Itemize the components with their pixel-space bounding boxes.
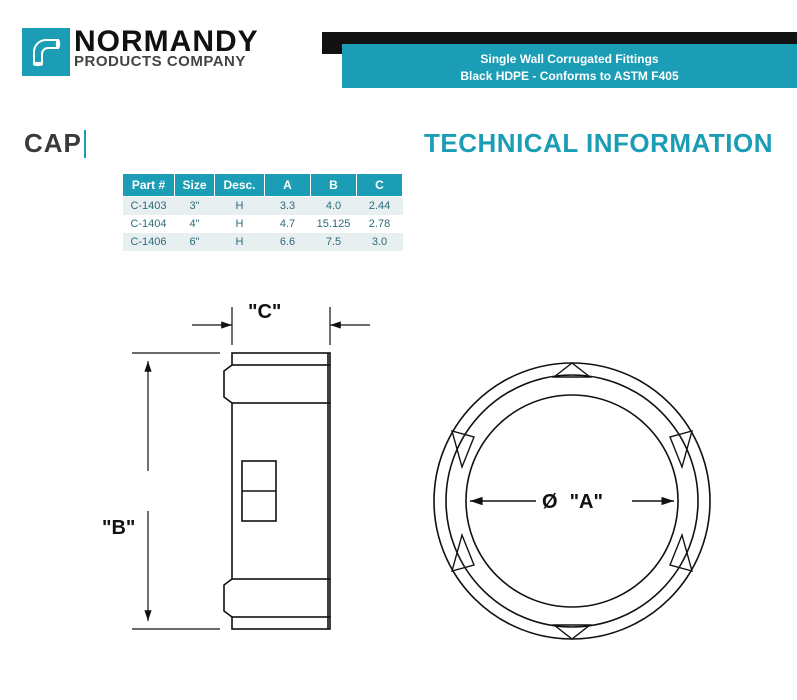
th-desc: Desc.: [215, 174, 265, 197]
cell: C-1404: [123, 215, 175, 233]
technical-diagram: "C" "B" Ø "A": [22, 301, 775, 681]
cell: 4.7: [265, 215, 311, 233]
cell: 3.3: [265, 197, 311, 216]
company-name-line2: PRODUCTS COMPANY: [74, 55, 259, 69]
th-b: B: [311, 174, 357, 197]
pipe-elbow-icon: [22, 28, 70, 76]
table-row: C-1406 6" H 6.6 7.5 3.0: [123, 233, 403, 251]
diameter-symbol: Ø: [542, 491, 558, 514]
table-header-row: Part # Size Desc. A B C: [123, 174, 403, 197]
company-name-line1: NORMANDY: [74, 28, 259, 55]
th-c: C: [357, 174, 403, 197]
product-title: CAP: [24, 128, 86, 159]
th-a: A: [265, 174, 311, 197]
spec-table-wrap: Part # Size Desc. A B C C-1403 3" H 3.3 …: [122, 173, 775, 251]
dim-label-a-group: Ø "A": [542, 491, 603, 514]
cell: 4": [175, 215, 215, 233]
spec-table: Part # Size Desc. A B C C-1403 3" H 3.3 …: [122, 173, 403, 251]
cell: 6.6: [265, 233, 311, 251]
cell: C-1406: [123, 233, 175, 251]
cell: H: [215, 197, 265, 216]
table-row: C-1404 4" H 4.7 15.125 2.78: [123, 215, 403, 233]
title-cursor: [84, 130, 86, 158]
header: NORMANDY PRODUCTS COMPANY Single Wall Co…: [22, 28, 775, 98]
banner-teal-bar: Single Wall Corrugated Fittings Black HD…: [342, 44, 797, 88]
dim-label-b: "B": [102, 517, 135, 540]
table-row: C-1403 3" H 3.3 4.0 2.44: [123, 197, 403, 216]
table-body: C-1403 3" H 3.3 4.0 2.44 C-1404 4" H 4.7…: [123, 197, 403, 252]
cell: 2.44: [357, 197, 403, 216]
th-size: Size: [175, 174, 215, 197]
cell: H: [215, 233, 265, 251]
cell: 3.0: [357, 233, 403, 251]
th-part: Part #: [123, 174, 175, 197]
cell: 2.78: [357, 215, 403, 233]
title-row: CAP TECHNICAL INFORMATION: [22, 128, 775, 159]
section-title: TECHNICAL INFORMATION: [424, 128, 773, 159]
cell: H: [215, 215, 265, 233]
cell: 6": [175, 233, 215, 251]
banner-line1: Single Wall Corrugated Fittings: [342, 51, 797, 68]
cap-side-view: [92, 301, 392, 661]
logo: NORMANDY PRODUCTS COMPANY: [22, 28, 259, 76]
banner-line2: Black HDPE - Conforms to ASTM F405: [342, 68, 797, 85]
cell: 3": [175, 197, 215, 216]
cell: C-1403: [123, 197, 175, 216]
dim-label-c: "C": [248, 301, 281, 324]
product-title-text: CAP: [24, 128, 82, 159]
cell: 4.0: [311, 197, 357, 216]
cell: 15.125: [311, 215, 357, 233]
dim-label-a: "A": [570, 491, 603, 514]
cell: 7.5: [311, 233, 357, 251]
